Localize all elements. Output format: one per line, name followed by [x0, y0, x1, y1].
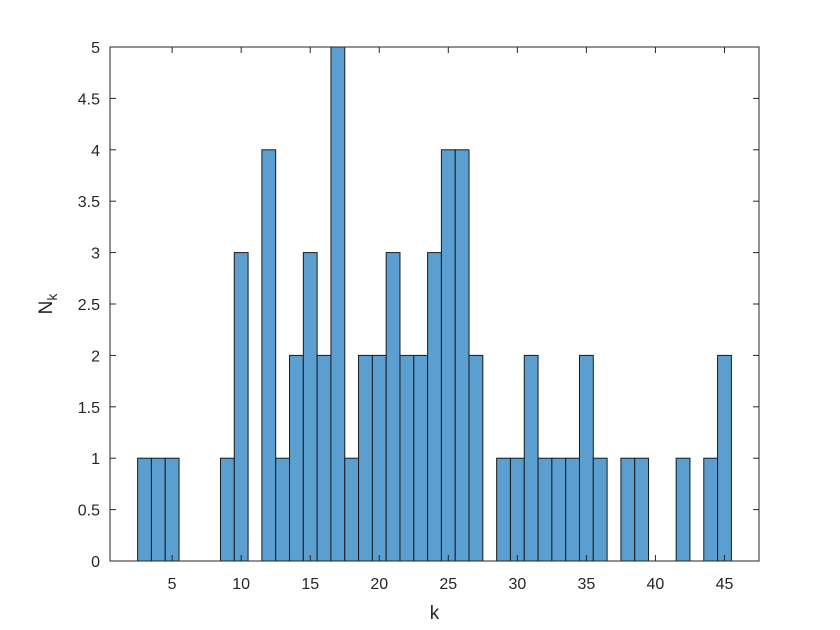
- bar-k-5: [164, 457, 180, 562]
- y-tick-label: 4.5: [78, 91, 100, 108]
- x-tick-label: 25: [439, 576, 457, 593]
- y-tick-label: 0.5: [78, 503, 100, 520]
- bar-k-27: [468, 354, 484, 562]
- y-axis-label-main: N: [36, 301, 57, 315]
- bar-k-23: [413, 354, 429, 562]
- bar-k-31: [523, 354, 539, 562]
- bar-k-30: [509, 457, 525, 562]
- y-axis-ticks: 0 0.5 1 1.5 2 2.5 3 3.5 4 4.5 5: [78, 40, 759, 571]
- y-tick-label: 1.5: [78, 400, 100, 417]
- bar-k-14: [289, 354, 304, 562]
- bar-k-17: [330, 46, 346, 562]
- x-tick-label: 30: [508, 576, 526, 593]
- bar-k-12: [261, 149, 277, 562]
- y-tick-label: 4: [91, 143, 100, 160]
- x-tick-label: 15: [301, 576, 319, 593]
- bar-k-35: [578, 354, 594, 562]
- bar-k-25: [440, 149, 456, 562]
- bar-k-39: [634, 457, 650, 562]
- bar-k-4: [150, 457, 166, 562]
- x-tick-label: 40: [647, 576, 665, 593]
- bar-k-34: [565, 457, 580, 562]
- bar-k-32: [537, 457, 553, 562]
- x-tick-label: 10: [232, 576, 250, 593]
- y-tick-label: 5: [91, 40, 100, 57]
- x-tick-label: 5: [168, 576, 177, 593]
- bar-k-10: [233, 252, 249, 562]
- bar-k-24: [427, 252, 442, 562]
- bar-k-44: [703, 457, 719, 562]
- x-tick-label: 45: [716, 576, 734, 593]
- bar-k-18: [344, 457, 360, 562]
- y-tick-label: 2: [91, 348, 100, 365]
- y-tick-label: 1: [91, 451, 100, 468]
- y-axis-label-subscript: k: [44, 293, 60, 301]
- x-axis-ticks: 5 10 15 20 25 30 35 40 45: [168, 47, 734, 593]
- y-axis-label: Nk: [36, 293, 60, 315]
- bar-k-36: [592, 457, 608, 562]
- bar-k-21: [385, 252, 401, 562]
- bar-k-16: [316, 354, 332, 562]
- bar-k-33: [551, 457, 567, 562]
- y-tick-label: 3.5: [78, 194, 100, 211]
- x-tick-label: 20: [370, 576, 388, 593]
- bar-k-15: [302, 252, 318, 562]
- bars-group: [137, 46, 732, 562]
- bar-k-26: [454, 149, 470, 562]
- bar-k-42: [675, 457, 691, 562]
- bar-k-22: [399, 354, 415, 562]
- x-axis-label: k: [430, 603, 440, 624]
- bar-k-9: [219, 457, 235, 562]
- bar-k-20: [371, 354, 387, 562]
- bar-k-3: [137, 457, 152, 562]
- bar-k-45: [717, 354, 732, 562]
- y-tick-label: 0: [91, 554, 100, 571]
- bar-k-29: [496, 457, 511, 562]
- y-tick-label: 3: [91, 246, 100, 263]
- bar-k-38: [620, 457, 636, 562]
- bar-k-19: [358, 354, 373, 562]
- x-tick-label: 35: [577, 576, 595, 593]
- y-tick-label: 2.5: [78, 297, 100, 314]
- bar-k-13: [275, 457, 291, 562]
